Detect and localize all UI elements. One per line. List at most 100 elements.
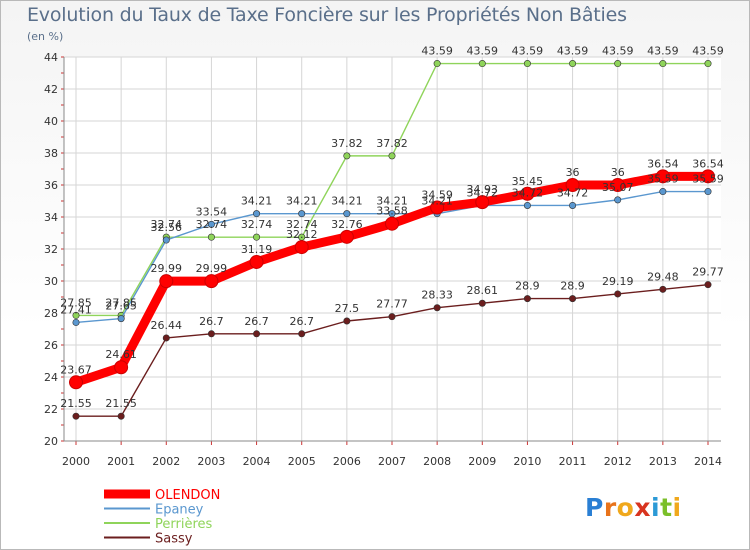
data-label: 35.07 — [602, 181, 634, 194]
y-tick-label: 28 — [44, 307, 58, 320]
data-label: 43.59 — [557, 45, 589, 58]
data-point — [249, 254, 264, 269]
unit-label: (en %) — [27, 30, 64, 43]
data-point — [343, 210, 351, 218]
data-label: 34.21 — [376, 195, 408, 208]
y-tick-label: 32 — [44, 243, 58, 256]
y-tick-label: 42 — [44, 83, 58, 96]
data-point — [478, 60, 486, 68]
y-tick-label: 24 — [44, 371, 58, 384]
data-point — [207, 220, 215, 228]
data-label: 32.56 — [151, 221, 183, 234]
data-label: 33.58 — [376, 205, 408, 218]
data-label: 36.54 — [647, 157, 679, 170]
data-point — [569, 295, 577, 303]
data-point — [385, 216, 399, 231]
data-point — [433, 304, 441, 312]
legend-label: Sassy — [155, 532, 193, 547]
data-label: 31.19 — [241, 243, 273, 256]
y-tick-label: 36 — [44, 179, 58, 192]
data-label: 43.59 — [421, 45, 453, 58]
data-point — [475, 195, 490, 210]
data-point — [523, 60, 531, 68]
data-label: 28.33 — [421, 289, 453, 302]
logo-letter: i — [651, 493, 661, 522]
data-point — [72, 318, 80, 326]
data-label: 43.59 — [467, 45, 499, 58]
data-label: 26.7 — [289, 315, 314, 328]
data-point — [298, 210, 306, 218]
data-label: 26.44 — [151, 319, 183, 332]
data-point — [162, 334, 170, 342]
data-label: 27.5 — [335, 302, 360, 315]
data-point — [565, 178, 580, 192]
x-tick-label: 2010 — [513, 455, 541, 468]
proxiti-logo: Proxiti — [585, 493, 682, 522]
data-label: 35.59 — [647, 173, 679, 186]
data-point — [704, 281, 712, 289]
data-label: 32.74 — [286, 218, 318, 231]
logo-letter: x — [634, 493, 651, 522]
x-tick-label: 2009 — [468, 455, 496, 468]
data-label: 34.72 — [557, 186, 589, 199]
data-label: 29.99 — [151, 262, 183, 275]
data-label: 29.19 — [602, 275, 634, 288]
data-point — [433, 60, 441, 68]
data-point — [655, 169, 670, 184]
data-label: 35.45 — [512, 175, 544, 188]
data-label: 37.82 — [331, 137, 363, 150]
data-label: 34.59 — [421, 189, 453, 202]
data-label: 27.77 — [376, 298, 408, 311]
data-label: 28.9 — [560, 280, 585, 293]
data-point — [569, 201, 577, 209]
data-point — [207, 330, 215, 338]
legend-label: OLENDON — [155, 488, 220, 503]
data-point — [339, 229, 354, 244]
y-tick-label: 30 — [44, 275, 58, 288]
x-tick-label: 2007 — [378, 455, 406, 468]
x-tick-label: 2005 — [288, 455, 316, 468]
data-label: 35.59 — [692, 173, 724, 186]
y-tick-label: 20 — [44, 435, 58, 448]
data-label: 36 — [566, 166, 580, 179]
data-label: 29.48 — [647, 270, 679, 283]
data-point — [520, 186, 535, 201]
data-point — [294, 240, 309, 255]
data-label: 24.61 — [105, 348, 137, 361]
data-point — [162, 236, 170, 244]
x-tick-label: 2004 — [243, 455, 271, 468]
data-point — [159, 274, 174, 289]
data-label: 27.65 — [105, 300, 137, 313]
y-tick-label: 40 — [44, 115, 58, 128]
y-tick-label: 26 — [44, 339, 58, 352]
data-point — [117, 412, 125, 420]
data-point — [207, 233, 215, 241]
data-point — [72, 311, 80, 319]
data-point — [72, 412, 80, 420]
data-label: 36.54 — [692, 157, 724, 170]
data-point — [343, 152, 351, 160]
x-tick-label: 2002 — [152, 455, 180, 468]
data-point — [614, 60, 622, 68]
data-point — [614, 196, 622, 204]
data-label: 21.55 — [60, 397, 92, 410]
data-label: 34.21 — [331, 195, 363, 208]
data-point — [523, 201, 531, 209]
y-tick-label: 34 — [44, 211, 58, 224]
data-label: 27.41 — [60, 303, 92, 316]
data-label: 28.61 — [467, 284, 499, 297]
data-label: 27.85 — [60, 296, 92, 309]
x-tick-label: 2013 — [649, 455, 677, 468]
data-label: 34.93 — [467, 183, 499, 196]
data-label: 37.82 — [376, 137, 408, 150]
data-label: 32.74 — [241, 218, 273, 231]
data-point — [704, 60, 712, 68]
data-point — [569, 60, 577, 68]
data-label: 34.72 — [467, 186, 499, 199]
logo-letter: i — [672, 493, 682, 522]
data-label: 32.12 — [286, 228, 318, 241]
data-label: 34.21 — [286, 195, 318, 208]
data-label: 33.54 — [196, 205, 228, 218]
x-tick-label: 2003 — [197, 455, 225, 468]
